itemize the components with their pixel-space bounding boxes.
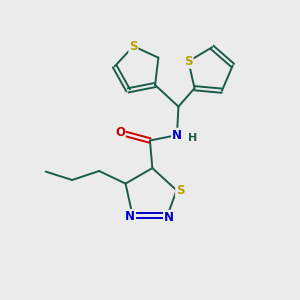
Text: S: S bbox=[184, 55, 193, 68]
Text: H: H bbox=[188, 133, 198, 142]
Text: N: N bbox=[164, 211, 174, 224]
Text: S: S bbox=[129, 40, 138, 52]
Text: N: N bbox=[172, 129, 182, 142]
Text: N: N bbox=[125, 210, 135, 223]
Text: S: S bbox=[176, 184, 184, 197]
Text: O: O bbox=[115, 126, 125, 139]
